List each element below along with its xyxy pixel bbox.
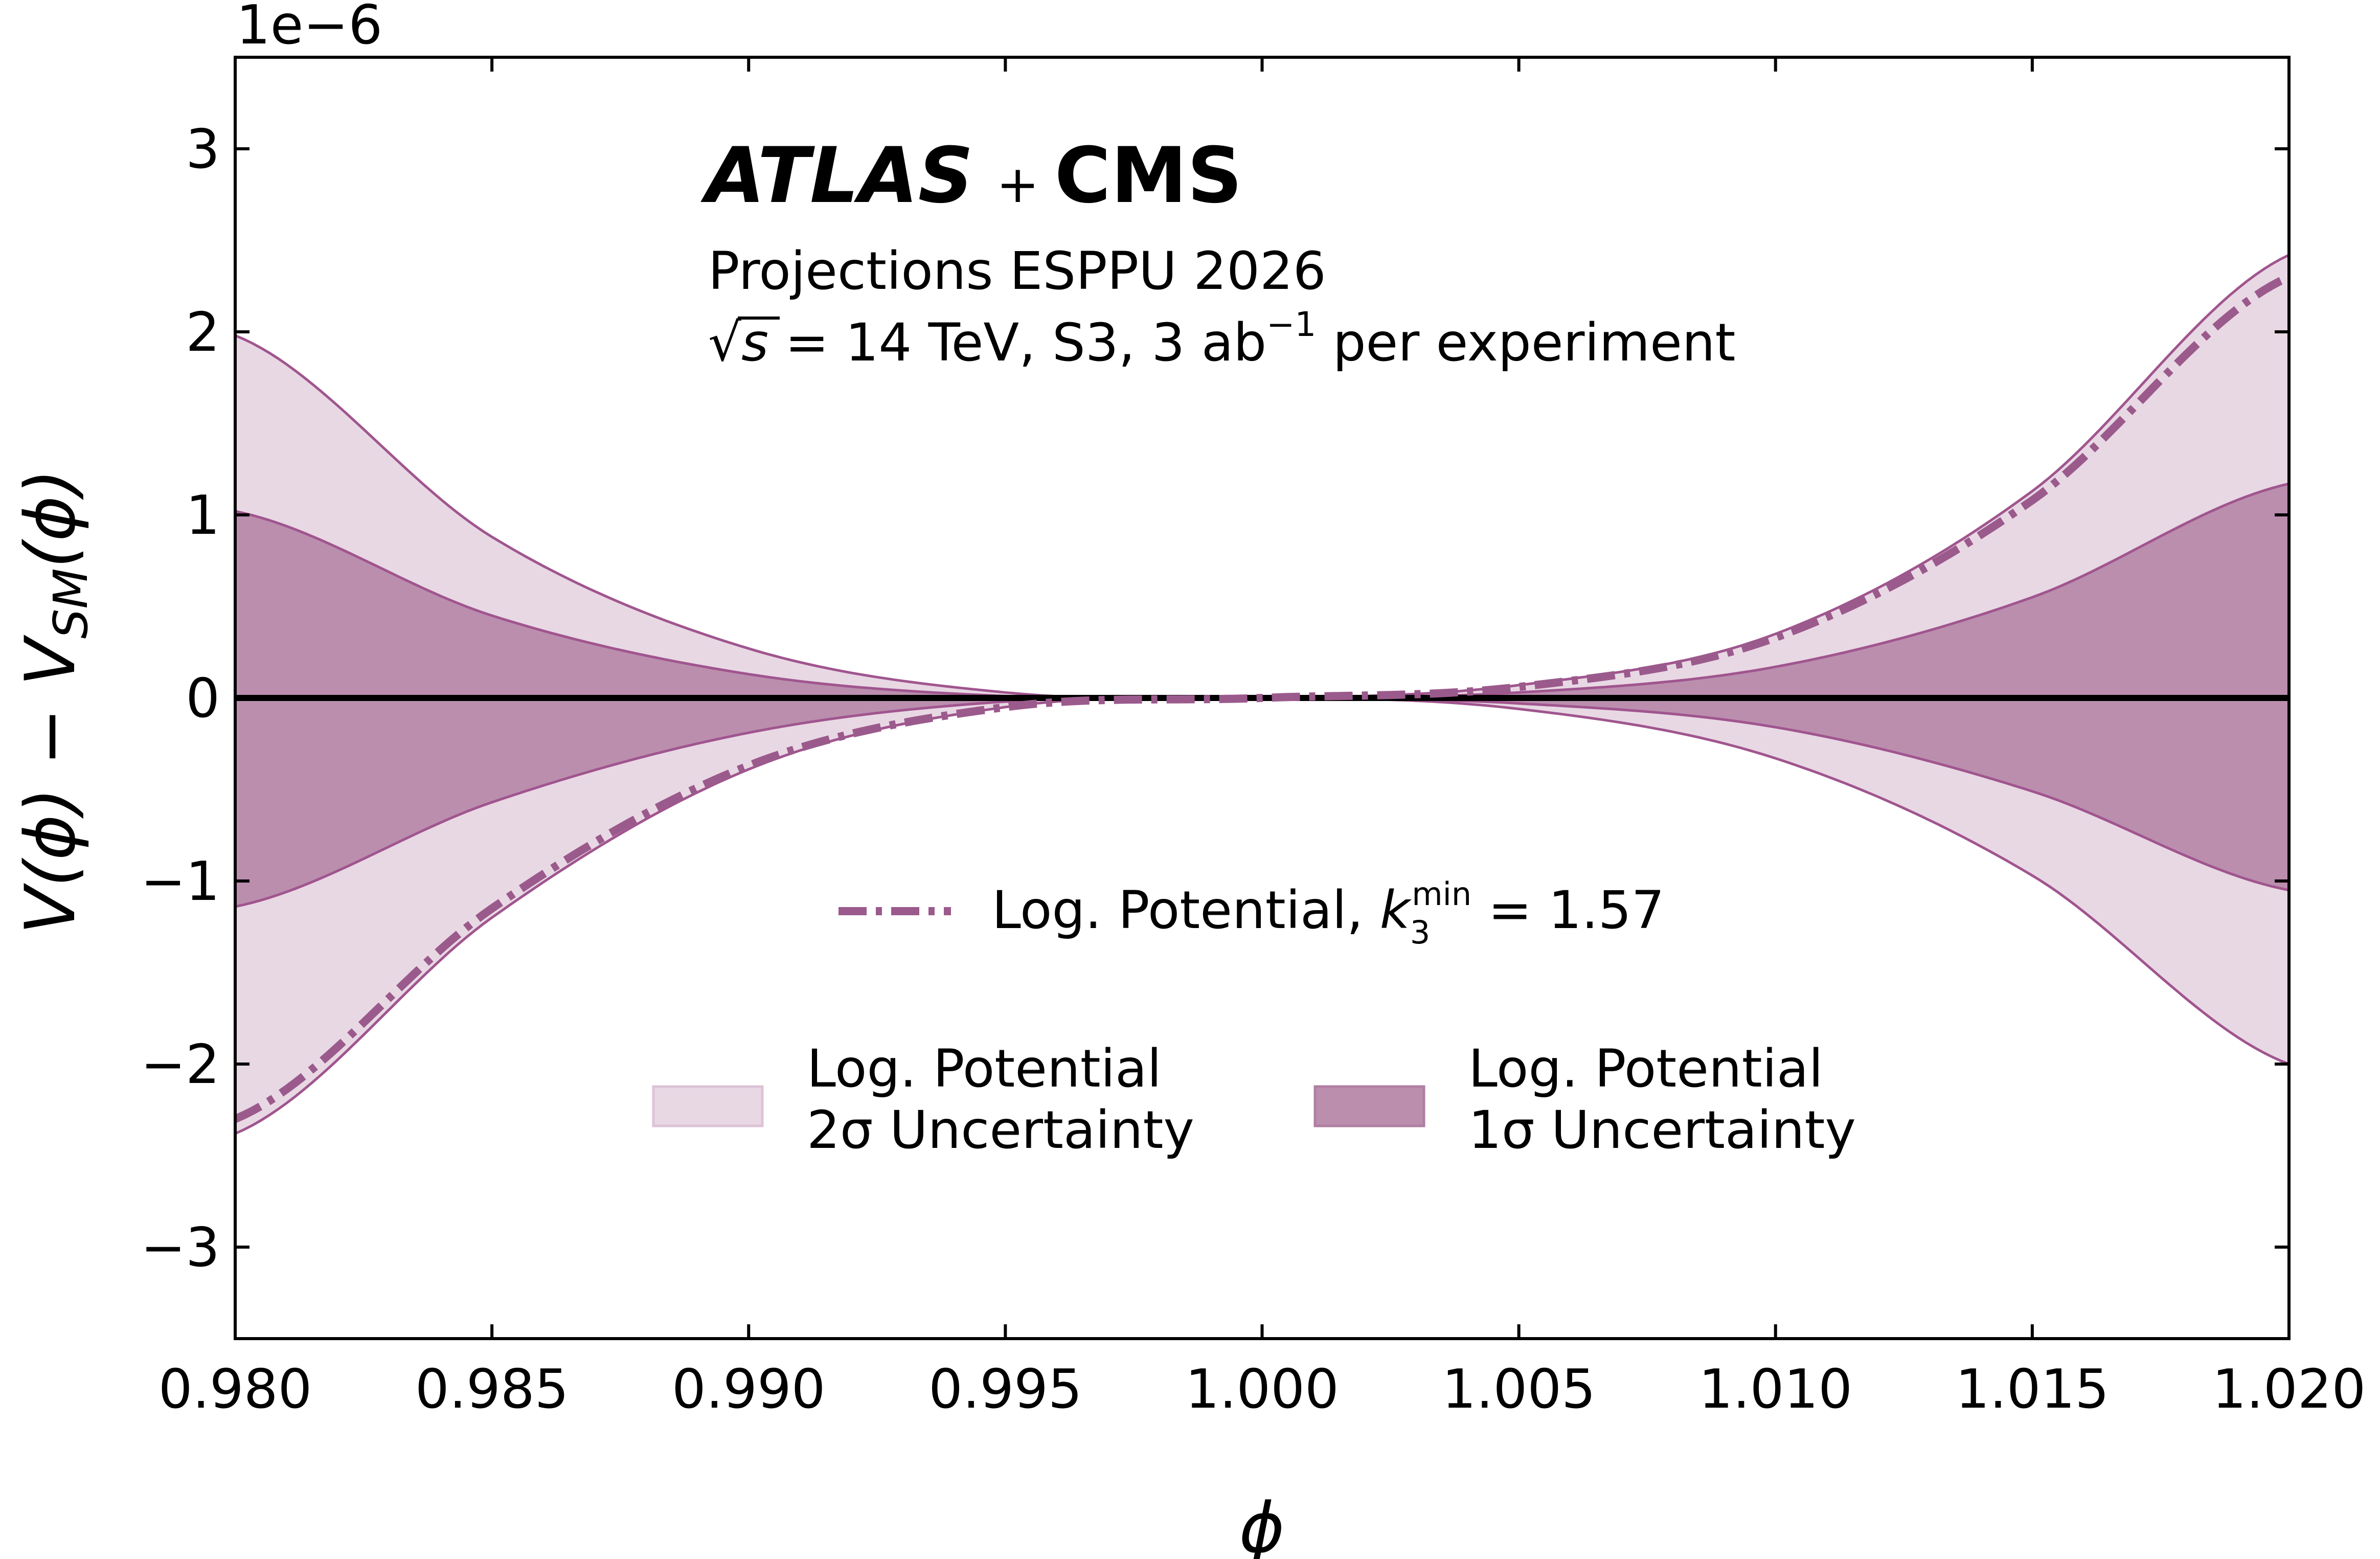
energy-main: = 14 TeV, S3, 3 ab	[768, 312, 1266, 373]
x-tick-label: 0.980	[158, 1358, 312, 1420]
legend-line-prefix: Log. Potential,	[992, 880, 1380, 941]
experiment-label: ATLAS + CMS	[700, 131, 1242, 220]
sqrt-sign: √	[708, 312, 741, 373]
legend-k-subscript: 3	[1410, 914, 1430, 951]
y-axis-title-arg: (ϕ)	[10, 469, 90, 568]
x-tick-label: 0.985	[415, 1358, 569, 1420]
y-tick-label: −1	[141, 850, 220, 913]
luminosity-exponent: −1	[1266, 305, 1316, 344]
x-tick-label: 1.020	[2212, 1358, 2366, 1420]
energy-tail: per experiment	[1316, 312, 1735, 373]
legend-line-label: Log. Potential, k3min = 1.57	[992, 875, 1665, 951]
x-tick-label: 1.000	[1185, 1358, 1339, 1420]
y-axis-title-main: V(ϕ) − V	[10, 634, 90, 934]
x-axis-title: ϕ	[1239, 1488, 1284, 1559]
y-tick-label: 1	[186, 484, 220, 547]
y-tick-label: −2	[141, 1033, 220, 1096]
legend-1sigma-label-line2: 1σ Uncertainty	[1468, 1100, 1856, 1161]
x-tick-label: 0.990	[672, 1358, 826, 1420]
uncertainty-bands	[235, 255, 2289, 1134]
legend-1sigma-entry: Log. Potential 1σ Uncertainty	[1313, 1038, 1856, 1161]
x-tick-label: 1.005	[1442, 1358, 1596, 1420]
plus-sign: +	[996, 154, 1039, 214]
axis-ticks: 0.980 0.985 0.990 0.995 1.000 1.005 1.010 1.015…	[141, 57, 2366, 1420]
y-tick-label: −3	[141, 1216, 220, 1279]
legend-2sigma-label-line2: 2σ Uncertainty	[807, 1100, 1194, 1161]
band-fill-lower-2	[235, 697, 2289, 907]
legend-k-superscript: min	[1412, 875, 1471, 913]
legend-2sigma-entry: Log. Potential 2σ Uncertainty	[652, 1038, 1194, 1161]
legend-k-symbol: k	[1380, 880, 1412, 941]
y-axis-title-sub: SM	[43, 568, 98, 639]
x-tick-label: 1.010	[1698, 1358, 1852, 1420]
x-tick-label: 0.995	[928, 1358, 1082, 1420]
legend-1sigma-swatch	[1313, 1085, 1425, 1127]
log-potential-line	[235, 273, 2289, 1123]
y-scale-multiplier: 1e−6	[236, 0, 382, 56]
legend-line-value: = 1.57	[1471, 880, 1664, 941]
projection-label: Projections ESPPU 2026	[708, 241, 1326, 302]
band-fill-upper-2	[235, 484, 2289, 699]
legend-1sigma-label-line1: Log. Potential	[1468, 1038, 1823, 1099]
legend-2sigma-swatch	[652, 1085, 764, 1127]
s-symbol: s	[741, 312, 768, 373]
cms-label: CMS	[1055, 131, 1242, 220]
legend-2sigma-label-line1: Log. Potential	[807, 1038, 1162, 1099]
y-tick-label: 3	[186, 118, 220, 180]
legend-line-entry: Log. Potential, k3min = 1.57	[838, 875, 1665, 951]
energy-label: √s = 14 TeV, S3, 3 ab−1 per experiment	[708, 305, 1736, 373]
y-tick-label: 2	[186, 301, 220, 364]
y-tick-label: 0	[186, 667, 220, 730]
x-tick-label: 1.015	[1956, 1358, 2110, 1420]
series-lines	[235, 254, 2289, 1135]
y-axis-title: V(ϕ) − VSM(ϕ)	[10, 469, 98, 934]
atlas-label: ATLAS	[700, 131, 973, 220]
